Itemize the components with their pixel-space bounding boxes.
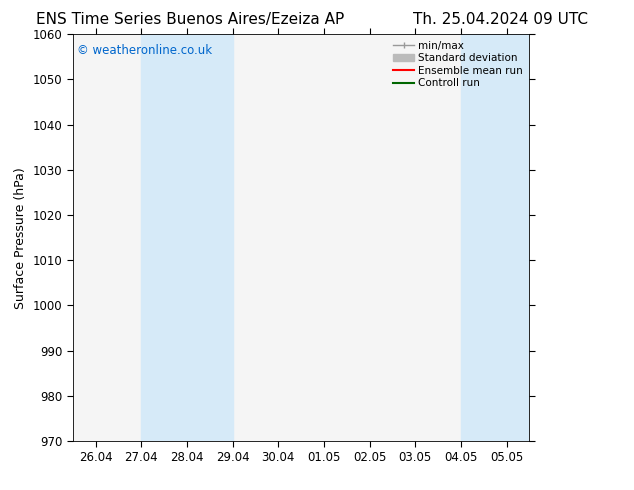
- Text: © weatheronline.co.uk: © weatheronline.co.uk: [77, 45, 212, 57]
- Y-axis label: Surface Pressure (hPa): Surface Pressure (hPa): [14, 167, 27, 309]
- Text: ENS Time Series Buenos Aires/Ezeiza AP: ENS Time Series Buenos Aires/Ezeiza AP: [36, 12, 344, 27]
- Bar: [461, 34, 529, 441]
- Text: Th. 25.04.2024 09 UTC: Th. 25.04.2024 09 UTC: [413, 12, 588, 27]
- Bar: [141, 34, 233, 441]
- Legend: min/max, Standard deviation, Ensemble mean run, Controll run: min/max, Standard deviation, Ensemble me…: [389, 36, 527, 93]
